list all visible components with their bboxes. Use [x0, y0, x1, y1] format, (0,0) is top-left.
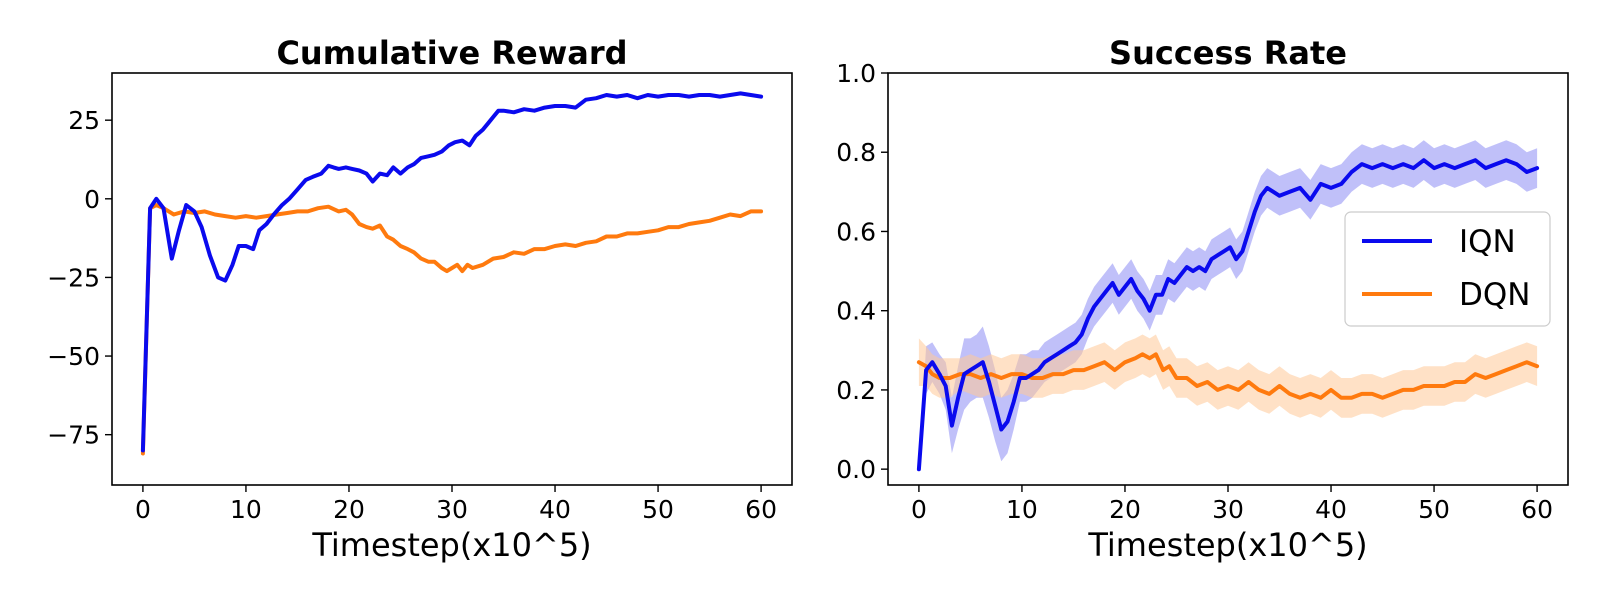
x-axis-label: Timestep(x10^5) — [1087, 526, 1367, 564]
x-tick-label: 60 — [745, 495, 777, 524]
legend-label-iqn: IQN — [1459, 224, 1516, 260]
series-layer — [916, 140, 1540, 472]
x-tick-label: 40 — [539, 495, 571, 524]
x-tick-label: 60 — [1521, 495, 1553, 524]
y-tick-label: 0.4 — [836, 297, 876, 326]
y-tick-label: 0.8 — [836, 138, 876, 167]
x-tick-label: 30 — [436, 495, 468, 524]
series-band-iqn — [918, 140, 1538, 470]
y-tick-label: −25 — [47, 263, 100, 292]
x-tick-label: 50 — [1418, 495, 1450, 524]
y-tick-label: 0 — [84, 185, 100, 214]
y-tick-label: −50 — [47, 342, 100, 371]
series-layer — [140, 91, 764, 456]
x-tick-label: 10 — [1006, 495, 1038, 524]
legend: IQN DQN — [1344, 211, 1551, 327]
x-tick-label: 20 — [1109, 495, 1141, 524]
y-tick-label: 1.0 — [836, 59, 876, 88]
cumulative-reward-chart: Cumulative Reward 0 10 20 30 40 50 60 25 0 −25 −50… — [47, 34, 793, 564]
chart-title: Success Rate — [1109, 34, 1347, 72]
series-line-iqn — [140, 91, 764, 453]
x-tick-label: 30 — [1212, 495, 1244, 524]
y-tick-label: 25 — [68, 106, 100, 135]
legend-label-dqn: DQN — [1459, 277, 1530, 313]
x-tick-label: 0 — [135, 495, 151, 524]
x-tick-label: 10 — [230, 495, 262, 524]
y-tick-label: 0.6 — [836, 217, 876, 246]
x-tick-label: 50 — [642, 495, 674, 524]
plot-frame — [111, 72, 793, 486]
x-axis-label: Timestep(x10^5) — [311, 526, 591, 564]
x-tick-label: 20 — [333, 495, 365, 524]
x-tick-label: 0 — [911, 495, 927, 524]
ticks-layer: 0 10 20 30 40 50 60 0.0 0.2 0.4 0.6 0.8 1.0 — [836, 59, 1553, 524]
success-rate-chart: Success Rate 0 10 20 30 40 50 60 0.0 0.2 0.4 0.6 0.… — [836, 34, 1569, 564]
y-tick-label: −75 — [47, 421, 100, 450]
x-tick-label: 40 — [1315, 495, 1347, 524]
series-line-dqn — [916, 352, 1540, 400]
series-line-dqn — [140, 203, 764, 456]
series-line-iqn — [916, 158, 1540, 472]
y-tick-label: 0.2 — [836, 376, 876, 405]
ticks-layer: 0 10 20 30 40 50 60 25 0 −25 −50 −75 — [47, 106, 777, 524]
chart-title: Cumulative Reward — [276, 34, 627, 72]
y-tick-label: 0.0 — [836, 455, 876, 484]
